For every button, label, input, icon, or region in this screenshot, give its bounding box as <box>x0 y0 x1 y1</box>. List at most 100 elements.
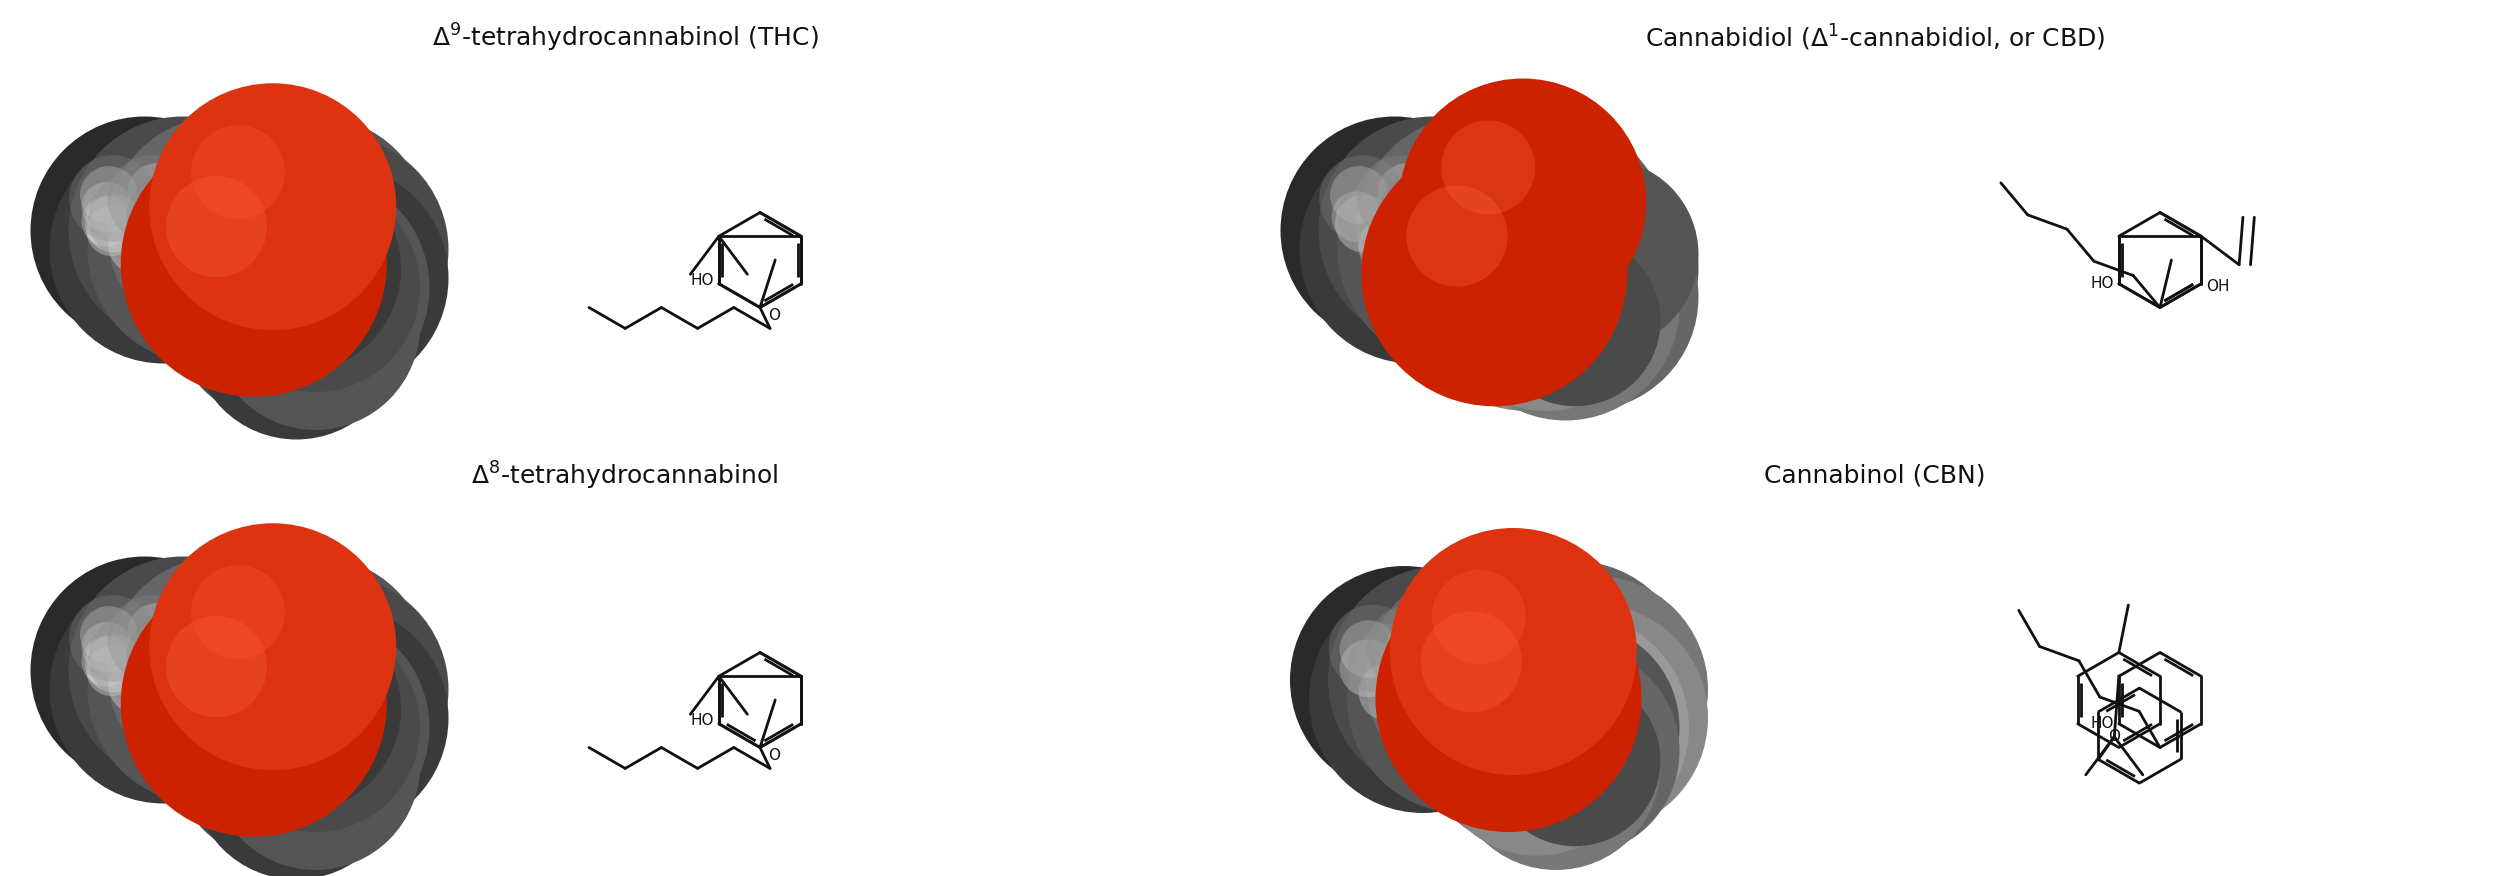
Circle shape <box>1490 231 1578 318</box>
Circle shape <box>202 117 430 344</box>
Circle shape <box>242 299 300 357</box>
Circle shape <box>215 598 310 692</box>
Circle shape <box>155 164 400 411</box>
Circle shape <box>1310 169 1442 301</box>
Circle shape <box>220 136 448 364</box>
Circle shape <box>1280 117 1508 344</box>
Circle shape <box>102 138 255 289</box>
Circle shape <box>1332 191 1382 242</box>
Circle shape <box>1432 646 1642 856</box>
Circle shape <box>215 159 310 252</box>
Circle shape <box>228 200 308 279</box>
Circle shape <box>195 646 290 740</box>
Circle shape <box>1420 611 1522 712</box>
Circle shape <box>260 202 345 289</box>
Circle shape <box>1468 682 1548 762</box>
Circle shape <box>1385 624 1472 710</box>
Circle shape <box>1388 616 1445 674</box>
Circle shape <box>250 666 400 818</box>
Circle shape <box>82 636 132 687</box>
Circle shape <box>1358 155 1445 242</box>
Circle shape <box>1490 236 1660 406</box>
Circle shape <box>60 169 210 321</box>
Circle shape <box>1568 208 1625 266</box>
Circle shape <box>82 622 132 673</box>
Circle shape <box>1472 194 1558 280</box>
Circle shape <box>1460 580 1613 732</box>
Circle shape <box>175 604 232 661</box>
Circle shape <box>1332 191 1485 343</box>
Circle shape <box>1518 265 1582 329</box>
Circle shape <box>1452 193 1680 420</box>
Circle shape <box>1398 216 1455 274</box>
Circle shape <box>70 596 155 682</box>
Circle shape <box>88 614 175 701</box>
Circle shape <box>210 221 420 430</box>
Circle shape <box>198 695 350 846</box>
Circle shape <box>127 174 212 261</box>
Circle shape <box>1385 585 1613 813</box>
Circle shape <box>1470 623 1680 832</box>
Circle shape <box>1485 154 1638 307</box>
Circle shape <box>1432 570 1525 664</box>
Text: O: O <box>768 308 780 323</box>
Circle shape <box>1315 613 1465 766</box>
Circle shape <box>82 182 132 232</box>
Circle shape <box>210 661 420 870</box>
Circle shape <box>242 739 300 797</box>
Circle shape <box>155 538 400 785</box>
Circle shape <box>280 285 338 343</box>
Circle shape <box>1480 604 1708 832</box>
Circle shape <box>85 194 142 252</box>
Circle shape <box>202 613 430 842</box>
Circle shape <box>145 155 232 242</box>
Circle shape <box>1407 186 1507 286</box>
Circle shape <box>1405 663 1465 721</box>
Circle shape <box>173 652 382 860</box>
Circle shape <box>235 595 388 746</box>
Circle shape <box>135 117 382 364</box>
Circle shape <box>202 718 335 851</box>
Circle shape <box>165 616 268 717</box>
Circle shape <box>1340 639 1398 697</box>
Circle shape <box>1348 585 1575 813</box>
Circle shape <box>85 634 142 692</box>
Circle shape <box>1338 136 1565 364</box>
Text: OH: OH <box>2205 279 2230 293</box>
Circle shape <box>228 152 285 209</box>
Circle shape <box>1455 589 1550 683</box>
Circle shape <box>1522 699 1655 832</box>
Circle shape <box>250 140 400 293</box>
Circle shape <box>220 604 448 832</box>
Circle shape <box>240 727 372 860</box>
Circle shape <box>240 155 328 242</box>
Circle shape <box>1305 140 1455 293</box>
Circle shape <box>222 720 280 778</box>
Circle shape <box>1475 632 1568 725</box>
Circle shape <box>1340 620 1398 678</box>
Circle shape <box>1545 722 1595 772</box>
Circle shape <box>1548 208 1608 266</box>
Circle shape <box>127 614 212 701</box>
Circle shape <box>1435 616 1492 674</box>
Circle shape <box>1360 140 1628 406</box>
Circle shape <box>225 740 275 791</box>
Circle shape <box>1358 117 1585 344</box>
Circle shape <box>1522 183 1675 335</box>
Circle shape <box>1460 689 1613 842</box>
Circle shape <box>175 163 232 221</box>
Circle shape <box>1540 192 1612 264</box>
Circle shape <box>148 656 205 714</box>
Circle shape <box>1310 585 1538 813</box>
Circle shape <box>1438 632 1530 725</box>
Circle shape <box>202 566 352 718</box>
Circle shape <box>1352 138 1505 289</box>
Circle shape <box>1432 154 1660 383</box>
Circle shape <box>262 750 312 801</box>
Circle shape <box>1310 169 1460 321</box>
Circle shape <box>107 556 335 785</box>
Circle shape <box>210 623 420 832</box>
Circle shape <box>250 226 400 378</box>
Circle shape <box>177 187 270 281</box>
Circle shape <box>280 724 338 782</box>
